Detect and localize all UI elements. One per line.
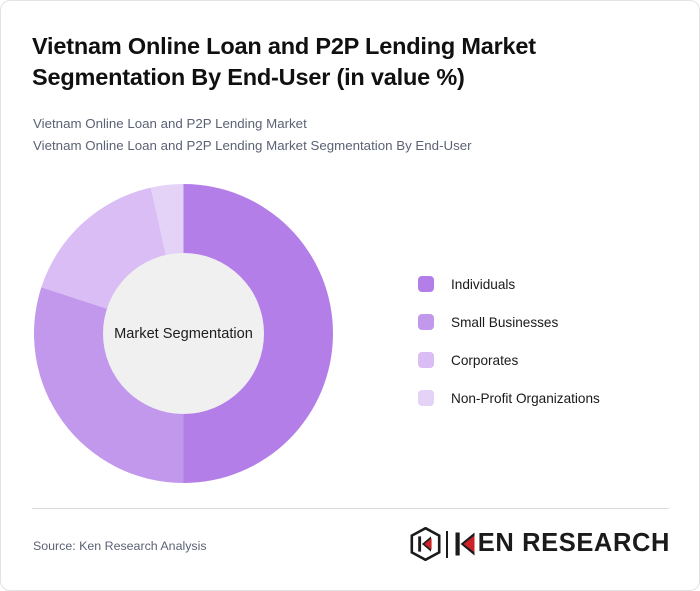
legend-label-small-businesses: Small Businesses <box>451 314 559 330</box>
chart-subtitles: Vietnam Online Loan and P2P Lending Mark… <box>33 113 653 156</box>
source-note: Source: Ken Research Analysis <box>33 539 207 553</box>
chart-legend: Individuals Small Businesses Corporates … <box>418 265 673 417</box>
page-title: Vietnam Online Loan and P2P Lending Mark… <box>32 33 536 91</box>
logo-word-text: EN RESEARCH <box>477 529 670 558</box>
donut-chart-svg <box>34 184 333 483</box>
legend-swatch-corporates <box>418 352 434 368</box>
legend-swatch-small-businesses <box>418 314 434 330</box>
legend-item-small-businesses[interactable]: Small Businesses <box>418 303 673 341</box>
chart-subtitle-market: Vietnam Online Loan and P2P Lending Mark… <box>33 116 307 131</box>
ken-research-logo: EN RESEARCH <box>410 526 670 562</box>
logo-divider <box>445 530 448 558</box>
legend-swatch-individuals <box>418 276 434 292</box>
footer-divider <box>32 508 669 509</box>
legend-item-non-profit-organizations[interactable]: Non-Profit Organizations <box>418 379 673 417</box>
legend-label-corporates: Corporates <box>451 352 519 368</box>
legend-swatch-non-profit-organizations <box>418 390 434 406</box>
donut-chart: Market Segmentation <box>34 184 333 483</box>
legend-item-individuals[interactable]: Individuals <box>418 265 673 303</box>
legend-item-corporates[interactable]: Corporates <box>418 341 673 379</box>
logo-wordmark: EN RESEARCH <box>455 531 670 557</box>
ken-research-hexagon-icon <box>410 527 441 561</box>
chart-subtitle-segmentation: Vietnam Online Loan and P2P Lending Mark… <box>33 137 472 153</box>
legend-label-non-profit-organizations: Non-Profit Organizations <box>451 390 600 406</box>
legend-label-individuals: Individuals <box>451 276 516 292</box>
logo-k-icon <box>455 532 475 556</box>
donut-hole <box>103 253 264 414</box>
